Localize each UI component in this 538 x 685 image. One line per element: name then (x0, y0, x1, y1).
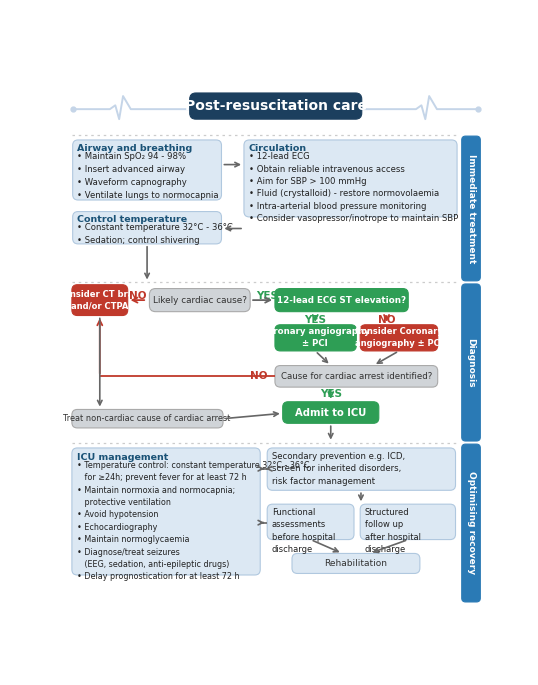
Text: Control temperature: Control temperature (77, 215, 187, 225)
Text: Consider CT brain
and/or CTPA: Consider CT brain and/or CTPA (58, 290, 142, 310)
Text: NO: NO (129, 291, 146, 301)
Text: YES: YES (305, 314, 326, 325)
Text: YES: YES (256, 291, 278, 301)
FancyBboxPatch shape (267, 504, 354, 540)
FancyBboxPatch shape (72, 448, 260, 575)
Text: Consider Coronary
angiography ± PCI: Consider Coronary angiography ± PCI (355, 327, 443, 348)
Text: Optimising recovery: Optimising recovery (466, 471, 476, 574)
Text: 12-lead ECG ST elevation?: 12-lead ECG ST elevation? (277, 296, 406, 305)
FancyBboxPatch shape (360, 325, 438, 351)
FancyBboxPatch shape (462, 444, 480, 602)
Text: Treat non-cardiac cause of cardiac arrest: Treat non-cardiac cause of cardiac arres… (63, 414, 231, 423)
Text: Coronary angiography
± PCI: Coronary angiography ± PCI (261, 327, 370, 348)
Text: Diagnosis: Diagnosis (466, 338, 476, 387)
Text: ICU management: ICU management (76, 453, 168, 462)
FancyBboxPatch shape (275, 325, 356, 351)
FancyBboxPatch shape (282, 401, 379, 423)
Text: Airway and breathing: Airway and breathing (77, 144, 193, 153)
FancyBboxPatch shape (73, 212, 222, 244)
Text: Circulation: Circulation (249, 144, 307, 153)
FancyBboxPatch shape (150, 288, 250, 312)
FancyBboxPatch shape (73, 140, 222, 200)
FancyBboxPatch shape (267, 448, 456, 490)
FancyBboxPatch shape (190, 93, 362, 119)
Text: YES: YES (320, 388, 342, 399)
FancyBboxPatch shape (292, 553, 420, 573)
Text: • 12-lead ECG
• Obtain reliable intravenous access
• Aim for SBP > 100 mmHg
• Fl: • 12-lead ECG • Obtain reliable intraven… (249, 152, 458, 223)
Text: Likely cardiac cause?: Likely cardiac cause? (153, 296, 247, 305)
Text: Structured
follow up
after hospital
discharge: Structured follow up after hospital disc… (365, 508, 421, 554)
FancyBboxPatch shape (462, 136, 480, 281)
FancyBboxPatch shape (462, 284, 480, 441)
FancyBboxPatch shape (275, 366, 438, 387)
FancyBboxPatch shape (275, 288, 408, 312)
Text: • Temperature control: constant temperature 32°C - 36°C
   for ≥24h; prevent fev: • Temperature control: constant temperat… (76, 461, 309, 582)
FancyBboxPatch shape (244, 140, 457, 217)
Text: Admit to ICU: Admit to ICU (295, 408, 366, 418)
Text: Rehabilitation: Rehabilitation (324, 559, 387, 568)
Text: Cause for cardiac arrest identified?: Cause for cardiac arrest identified? (281, 372, 432, 381)
FancyBboxPatch shape (72, 285, 128, 316)
Text: NO: NO (378, 314, 395, 325)
Text: • Constant temperature 32°C - 36°C
• Sedation; control shivering: • Constant temperature 32°C - 36°C • Sed… (77, 223, 233, 245)
Text: Functional
assessments
before hospital
discharge: Functional assessments before hospital d… (272, 508, 335, 554)
FancyBboxPatch shape (360, 504, 456, 540)
Text: Immediate treatment: Immediate treatment (466, 154, 476, 263)
Text: Post-resuscitation care: Post-resuscitation care (185, 99, 367, 113)
Text: • Maintain SpO₂ 94 - 98%
• Insert advanced airway
• Waveform capnography
• Venti: • Maintain SpO₂ 94 - 98% • Insert advanc… (77, 152, 219, 200)
Text: NO: NO (250, 371, 267, 382)
FancyBboxPatch shape (72, 410, 223, 428)
Text: Secondary prevention e.g. ICD,
screen for inherited disorders,
risk factor manag: Secondary prevention e.g. ICD, screen fo… (272, 452, 405, 486)
